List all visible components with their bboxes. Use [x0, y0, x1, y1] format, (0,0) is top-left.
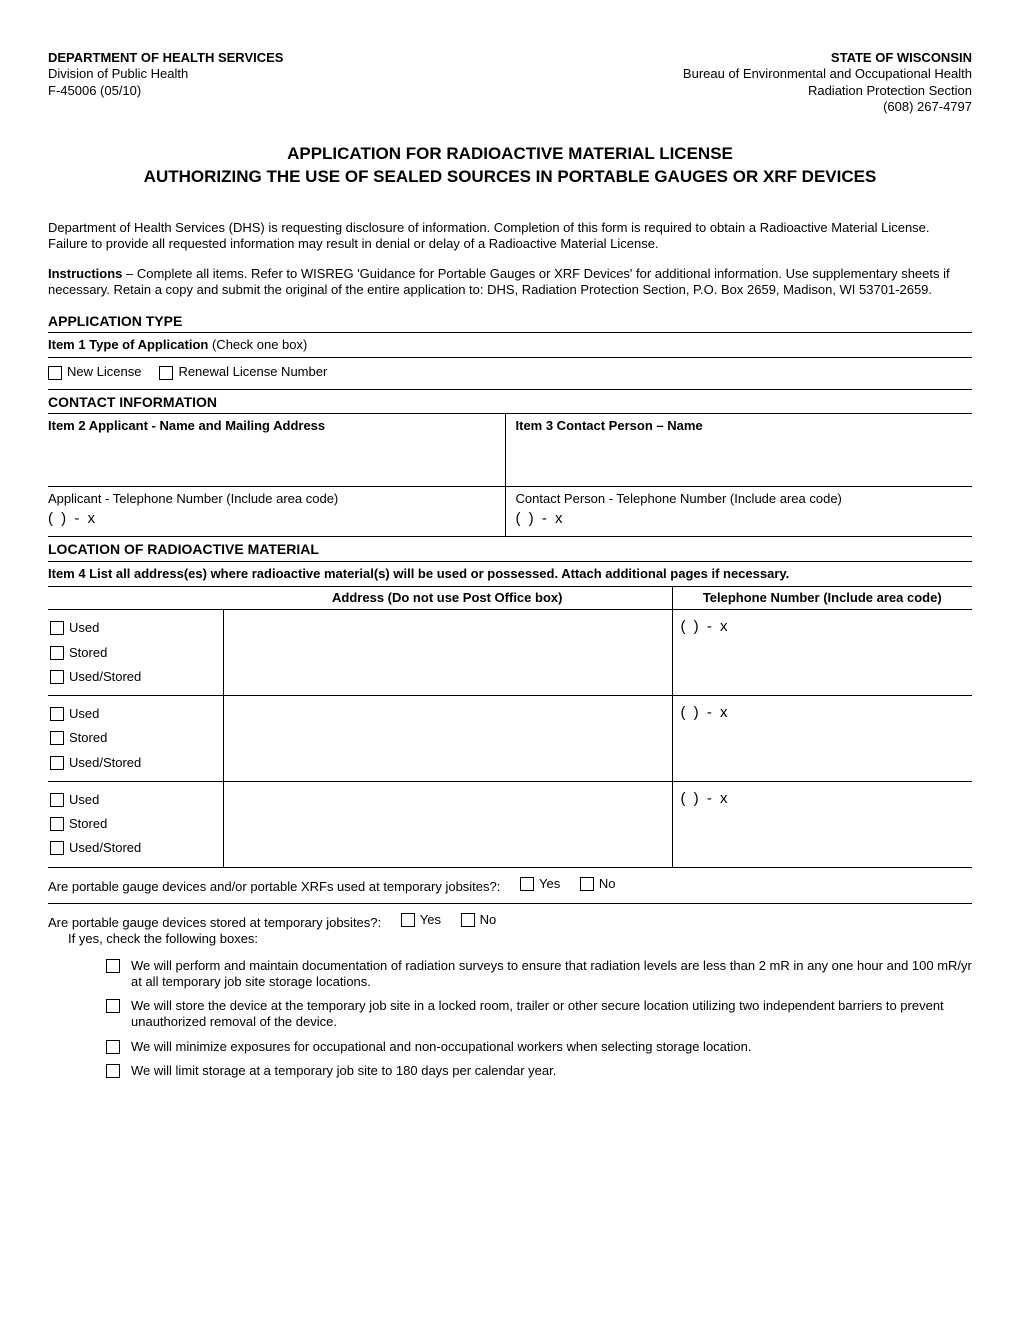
applicant-phone-cell: Applicant - Telephone Number (Include ar… [48, 487, 506, 536]
state-name: STATE OF WISCONSIN [683, 50, 972, 66]
item3-cell: Item 3 Contact Person – Name [506, 414, 973, 486]
header-right: STATE OF WISCONSIN Bureau of Environment… [683, 50, 972, 115]
commitment-3[interactable]: We will minimize exposures for occupatio… [106, 1035, 972, 1059]
item2-cell: Item 2 Applicant - Name and Mailing Addr… [48, 414, 506, 486]
used-stored-checkbox[interactable]: Used/Stored [50, 836, 221, 860]
checkbox-icon [50, 670, 64, 684]
used-checkbox[interactable]: Used [50, 616, 221, 640]
contact-phone-value[interactable]: ( ) - x [516, 508, 967, 533]
location-row-1: Used Stored Used/Stored ( ) - x [48, 610, 972, 696]
storage-commitment-list: We will perform and maintain documentati… [48, 954, 972, 1084]
commitment-1[interactable]: We will perform and maintain documentati… [106, 954, 972, 995]
header-phone: (608) 267-4797 [683, 99, 972, 115]
checkbox-icon [50, 621, 64, 635]
checkbox-icon [48, 366, 62, 380]
location-phone-2[interactable]: ( ) - x [673, 696, 973, 731]
col-address: Address (Do not use Post Office box) [223, 587, 672, 610]
q2-no[interactable]: No [461, 912, 497, 928]
checkbox-icon [580, 877, 594, 891]
checkbox-icon [50, 793, 64, 807]
division-name: Division of Public Health [48, 66, 283, 82]
q1-text: Are portable gauge devices and/or portab… [48, 879, 500, 894]
bureau-name: Bureau of Environmental and Occupational… [683, 66, 972, 82]
q2-sub-text: If yes, check the following boxes: [48, 931, 972, 947]
form-title-line2: AUTHORIZING THE USE OF SEALED SOURCES IN… [48, 166, 972, 187]
col-phone: Telephone Number (Include area code) [672, 587, 972, 610]
q2-yes[interactable]: Yes [401, 912, 441, 928]
item1-label: Item 1 Type of Application [48, 337, 208, 352]
applicant-phone-value[interactable]: ( ) - x [48, 508, 499, 533]
checkbox-icon [106, 1040, 120, 1054]
application-type-options: New License Renewal License Number [48, 358, 972, 389]
checkbox-icon [50, 646, 64, 660]
contact-phone-row: Applicant - Telephone Number (Include ar… [48, 487, 972, 537]
intro-paragraph: Department of Health Services (DHS) is r… [48, 220, 972, 253]
renewal-option[interactable]: Renewal License Number [159, 364, 327, 380]
location-table: Address (Do not use Post Office box) Tel… [48, 587, 972, 868]
form-title-line1: APPLICATION FOR RADIOACTIVE MATERIAL LIC… [48, 143, 972, 164]
stored-checkbox[interactable]: Stored [50, 812, 221, 836]
location-phone-3[interactable]: ( ) - x [673, 782, 973, 817]
form-number: F-45006 (05/10) [48, 83, 283, 99]
q1-no[interactable]: No [580, 876, 616, 892]
checkbox-icon [520, 877, 534, 891]
question-stored-temporary: Are portable gauge devices stored at tem… [48, 904, 972, 1089]
q1-yes[interactable]: Yes [520, 876, 560, 892]
instructions-text: – Complete all items. Refer to WISREG 'G… [48, 266, 950, 297]
checkbox-icon [50, 756, 64, 770]
page-header: DEPARTMENT OF HEALTH SERVICES Division o… [48, 50, 972, 115]
question-used-temporary: Are portable gauge devices and/or portab… [48, 868, 972, 904]
section-location: LOCATION OF RADIOACTIVE MATERIAL [48, 541, 972, 562]
dept-name: DEPARTMENT OF HEALTH SERVICES [48, 50, 283, 66]
location-row-3: Used Stored Used/Stored ( ) - x [48, 781, 972, 867]
section-name: Radiation Protection Section [683, 83, 972, 99]
checkbox-icon [50, 731, 64, 745]
item1-hint: (Check one box) [208, 337, 307, 352]
header-left: DEPARTMENT OF HEALTH SERVICES Division o… [48, 50, 283, 115]
checkbox-icon [106, 1064, 120, 1078]
address-field-2[interactable] [223, 696, 672, 782]
address-field-1[interactable] [223, 610, 672, 696]
item1-row: Item 1 Type of Application (Check one bo… [48, 333, 972, 358]
checkbox-icon [50, 841, 64, 855]
contact-phone-label: Contact Person - Telephone Number (Inclu… [516, 491, 967, 507]
location-row-2: Used Stored Used/Stored ( ) - x [48, 696, 972, 782]
renewal-label: Renewal License Number [178, 364, 327, 379]
q2-text: Are portable gauge devices stored at tem… [48, 915, 381, 930]
used-stored-checkbox[interactable]: Used/Stored [50, 751, 221, 775]
used-checkbox[interactable]: Used [50, 788, 221, 812]
used-stored-checkbox[interactable]: Used/Stored [50, 665, 221, 689]
checkbox-icon [50, 707, 64, 721]
checkbox-icon [50, 817, 64, 831]
item4-label: Item 4 List all address(es) where radioa… [48, 562, 972, 587]
commitment-4[interactable]: We will limit storage at a temporary job… [106, 1059, 972, 1083]
location-phone-1[interactable]: ( ) - x [673, 610, 973, 645]
commitment-2[interactable]: We will store the device at the temporar… [106, 994, 972, 1035]
checkbox-icon [401, 913, 415, 927]
checkbox-icon [461, 913, 475, 927]
new-license-option[interactable]: New License [48, 364, 141, 380]
checkbox-icon [106, 999, 120, 1013]
stored-checkbox[interactable]: Stored [50, 641, 221, 665]
section-contact: CONTACT INFORMATION [48, 394, 972, 415]
applicant-phone-label: Applicant - Telephone Number (Include ar… [48, 491, 499, 507]
contact-name-row: Item 2 Applicant - Name and Mailing Addr… [48, 414, 972, 487]
item2-label: Item 2 Applicant - Name and Mailing Addr… [48, 418, 499, 434]
checkbox-icon [106, 959, 120, 973]
used-checkbox[interactable]: Used [50, 702, 221, 726]
contact-phone-cell: Contact Person - Telephone Number (Inclu… [506, 487, 973, 536]
checkbox-icon [159, 366, 173, 380]
instructions-label: Instructions [48, 266, 122, 281]
section-application-type: APPLICATION TYPE [48, 313, 972, 334]
new-license-label: New License [67, 364, 141, 379]
instructions-paragraph: Instructions – Complete all items. Refer… [48, 266, 972, 299]
address-field-3[interactable] [223, 781, 672, 867]
stored-checkbox[interactable]: Stored [50, 726, 221, 750]
item3-label: Item 3 Contact Person – Name [516, 418, 967, 434]
